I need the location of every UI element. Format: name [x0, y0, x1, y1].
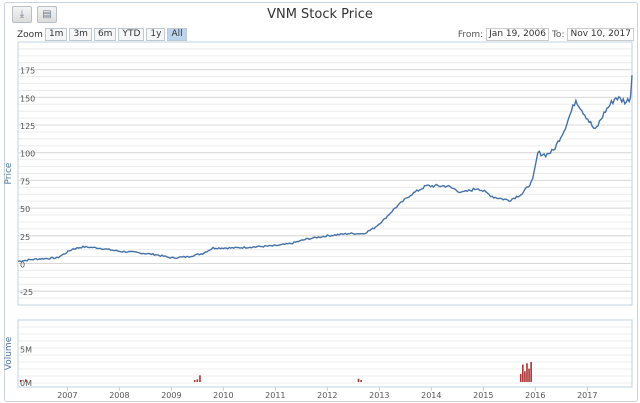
- volume-bar: [524, 371, 526, 382]
- price-tick-label: 25: [20, 233, 30, 242]
- price-series-line: [17, 75, 633, 263]
- volume-bar: [519, 373, 522, 382]
- x-tick-label: 2010: [213, 391, 233, 400]
- x-tick-label: 2012: [317, 391, 337, 400]
- x-tick-label: 2009: [161, 391, 181, 400]
- x-tick-label: 2008: [109, 391, 129, 400]
- volume-bar: [522, 364, 524, 382]
- price-plot-border: [17, 41, 633, 306]
- to-date-input[interactable]: Nov 10, 2017: [567, 28, 634, 41]
- x-tick-label: 2013: [369, 391, 389, 400]
- price-tick-label: 175: [20, 67, 35, 76]
- chart-frame: [4, 2, 638, 402]
- price-tick-label: 150: [20, 94, 35, 103]
- volume-tick-label: 0M: [20, 379, 32, 388]
- zoom-3m-button[interactable]: 3m: [69, 28, 92, 41]
- chart-title: VNM Stock Price: [267, 7, 373, 22]
- price-tick-label: 50: [20, 205, 30, 214]
- volume-bar: [357, 378, 360, 382]
- volume-bar: [193, 379, 196, 382]
- volume-bar: [199, 375, 201, 382]
- zoom-label: Zoom: [17, 29, 43, 40]
- volume-tick-label: 5M: [20, 346, 32, 355]
- volume-axis-label: Volume: [4, 336, 14, 370]
- price-tick-label: 100: [20, 150, 35, 159]
- to-label: To:: [551, 29, 565, 40]
- from-label: From:: [457, 29, 484, 40]
- volume-plot-border: [17, 319, 633, 388]
- zoom-selector: Zoom 1m 3m 6m YTD 1y All: [17, 28, 187, 41]
- zoom-1y-button[interactable]: 1y: [146, 28, 166, 41]
- x-tick-label: 2015: [473, 391, 493, 400]
- volume-bar: [526, 363, 528, 382]
- price-tick-label: 125: [20, 122, 35, 131]
- x-tick-label: 2014: [421, 391, 441, 400]
- zoom-ytd-button[interactable]: YTD: [118, 28, 145, 41]
- volume-bar: [530, 361, 532, 382]
- volume-bar: [360, 379, 362, 382]
- x-tick-label: 2011: [265, 391, 285, 400]
- zoom-1m-button[interactable]: 1m: [44, 28, 68, 41]
- volume-bar: [19, 379, 22, 382]
- volume-bar: [196, 379, 199, 382]
- price-tick-label: 75: [20, 177, 30, 186]
- print-icon[interactable]: ▤: [37, 6, 57, 23]
- price-tick-label: -25: [20, 288, 33, 297]
- volume-bar: [24, 379, 27, 382]
- x-tick-label: 2016: [525, 391, 545, 400]
- date-range: From: Jan 19, 2006 To: Nov 10, 2017: [458, 28, 634, 41]
- x-tick-label: 2007: [57, 391, 77, 400]
- from-date-input[interactable]: Jan 19, 2006: [486, 28, 549, 41]
- x-tick-label: 2017: [577, 391, 597, 400]
- volume-bar: [528, 368, 530, 382]
- zoom-6m-button[interactable]: 6m: [93, 28, 117, 41]
- download-icon[interactable]: ⤓: [12, 6, 32, 23]
- price-tick-label: 0: [20, 260, 25, 269]
- price-axis-label: Price: [4, 162, 14, 184]
- zoom-all-button[interactable]: All: [167, 28, 187, 41]
